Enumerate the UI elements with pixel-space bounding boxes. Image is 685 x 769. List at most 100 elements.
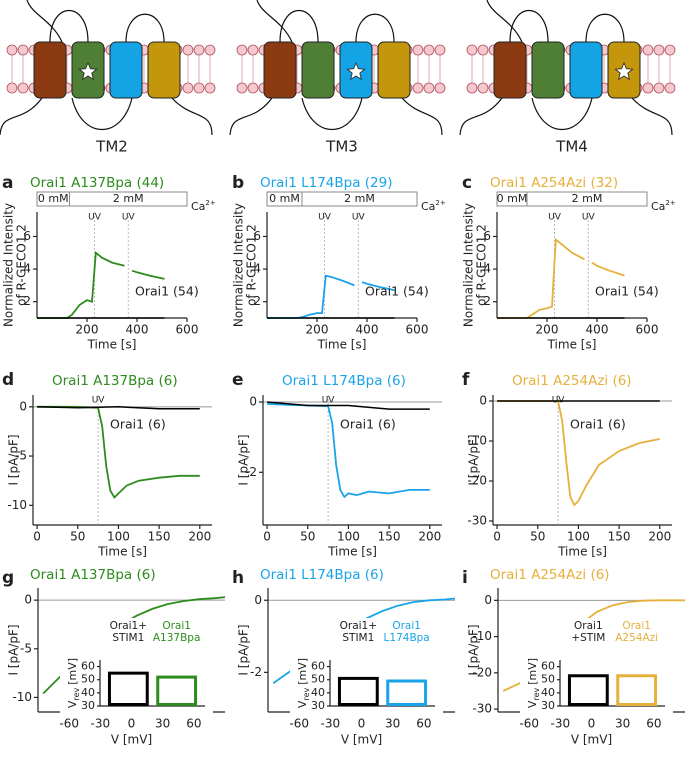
label-main: V bbox=[296, 700, 309, 708]
series-label: Orai1 A137Bpa (6) bbox=[30, 567, 156, 583]
x-tick-label: 0 bbox=[358, 717, 366, 731]
lipid-head bbox=[182, 82, 194, 94]
x-tick-label: 200 bbox=[536, 323, 559, 337]
label-main: V bbox=[526, 700, 539, 708]
lipid-head bbox=[247, 44, 259, 56]
x-tick-label: 150 bbox=[608, 530, 631, 544]
ca-label: 2 mM bbox=[344, 192, 375, 205]
y-axis-label: I [pA/pF] bbox=[7, 434, 21, 485]
inset-y-tick-label: 40 bbox=[81, 686, 95, 699]
y-axis-label: I [pA/pF] bbox=[237, 434, 251, 485]
x-tick-label: 50 bbox=[530, 530, 545, 544]
series-label: Orai1 L174Bpa (6) bbox=[260, 567, 384, 583]
series-label: Orai1 (6) bbox=[340, 417, 396, 432]
x-tick-label: 0 bbox=[128, 717, 136, 731]
inset-category: L174Bpa bbox=[384, 632, 430, 644]
x-tick-label: 400 bbox=[586, 323, 609, 337]
y-tick-label: -2 bbox=[245, 465, 257, 479]
lipid-head bbox=[664, 82, 676, 94]
lipid-head bbox=[466, 44, 478, 56]
x-tick-label: 200 bbox=[188, 530, 211, 544]
x-tick-label: -60 bbox=[289, 717, 309, 731]
y-tick-label: -2 bbox=[250, 665, 262, 679]
uv-label: UV bbox=[582, 213, 596, 223]
inset-category: +STIM bbox=[571, 632, 605, 644]
inset-y-label: Vrev [mV] bbox=[526, 658, 541, 708]
uv-label: UV bbox=[352, 213, 366, 223]
x-tick-label: -30 bbox=[321, 717, 341, 731]
inset-bar bbox=[386, 679, 428, 706]
panel-letter: a bbox=[2, 173, 13, 193]
x-axis-label: V [mV] bbox=[571, 733, 612, 747]
x-tick-label: 100 bbox=[567, 530, 590, 544]
ion: Ca bbox=[191, 200, 205, 213]
uv-label: UV bbox=[92, 396, 106, 406]
uv-label: UV bbox=[88, 213, 102, 223]
lipid-head bbox=[247, 82, 259, 94]
subunit bbox=[33, 41, 67, 99]
series-line bbox=[497, 237, 625, 319]
inset-y-tick-label: 30 bbox=[311, 699, 325, 712]
y-tick-label: 6 bbox=[483, 229, 491, 243]
x-tick-label: 100 bbox=[107, 530, 130, 544]
lipid-head bbox=[466, 82, 478, 94]
y-tick-label: 0 bbox=[19, 399, 27, 413]
y-axis-label: I [pA/pF] bbox=[7, 624, 21, 675]
y-tick-label: -30 bbox=[472, 702, 492, 716]
y-tick-label: -30 bbox=[467, 514, 487, 528]
y-tick-label: 0 bbox=[254, 593, 262, 607]
lipid-head bbox=[434, 82, 446, 94]
series-label: Orai1 A137Bpa (44) bbox=[30, 175, 164, 191]
y-axis-label: I [pA/pF] bbox=[467, 434, 481, 485]
panel-letter: e bbox=[232, 370, 244, 390]
x-tick-label: 30 bbox=[615, 717, 630, 731]
ca-segment bbox=[69, 191, 188, 207]
panel-letter: b bbox=[232, 173, 244, 193]
x-tick-label: 150 bbox=[148, 530, 171, 544]
y-tick-label: 0 bbox=[484, 593, 492, 607]
series-label: Orai1 (6) bbox=[570, 417, 626, 432]
x-tick-label: 100 bbox=[337, 530, 360, 544]
inset-category: Orai1 bbox=[622, 620, 651, 632]
lipid-head bbox=[236, 82, 248, 94]
x-axis-label: Time [s] bbox=[97, 545, 147, 559]
inset-bar bbox=[567, 674, 609, 706]
inset-y-label: Vrev [mV] bbox=[296, 658, 311, 708]
y-tick-label: -5 bbox=[15, 449, 27, 463]
subunit bbox=[569, 41, 603, 99]
y-axis-label: of R-GECO1.2 bbox=[245, 224, 259, 306]
x-tick-label: 400 bbox=[356, 323, 379, 337]
x-axis-label: Time [s] bbox=[547, 338, 597, 352]
lipid-head bbox=[204, 44, 216, 56]
subunit bbox=[531, 41, 565, 99]
y-tick-label: 0 bbox=[249, 395, 257, 409]
lipid-head bbox=[412, 82, 424, 94]
inset-category: Orai1+ bbox=[340, 620, 377, 632]
x-tick-label: -30 bbox=[551, 717, 571, 731]
lipid-head bbox=[6, 82, 18, 94]
star bbox=[346, 61, 366, 81]
inset-y-tick-label: 30 bbox=[541, 699, 555, 712]
ca-segment bbox=[526, 191, 648, 207]
x-tick-label: 200 bbox=[76, 323, 99, 337]
inset-category: STIM1 bbox=[342, 632, 374, 644]
x-tick-label: 60 bbox=[416, 717, 431, 731]
x-tick-label: 600 bbox=[636, 323, 659, 337]
inset-bar bbox=[616, 674, 658, 706]
x-tick-label: 200 bbox=[648, 530, 671, 544]
inset-y-tick-label: 50 bbox=[311, 673, 325, 686]
subunit bbox=[147, 41, 181, 99]
y-tick-label: -10 bbox=[7, 498, 27, 512]
x-tick-label: 150 bbox=[378, 530, 401, 544]
lipid-head bbox=[664, 44, 676, 56]
x-tick-label: 400 bbox=[126, 323, 149, 337]
label-unit: [mV] bbox=[66, 658, 79, 685]
x-tick-label: 0 bbox=[588, 717, 596, 731]
lipid-head bbox=[17, 44, 29, 56]
label-sub: rev bbox=[302, 688, 311, 701]
label-sub: rev bbox=[72, 688, 81, 701]
lipid-head bbox=[204, 82, 216, 94]
star bbox=[78, 61, 98, 81]
